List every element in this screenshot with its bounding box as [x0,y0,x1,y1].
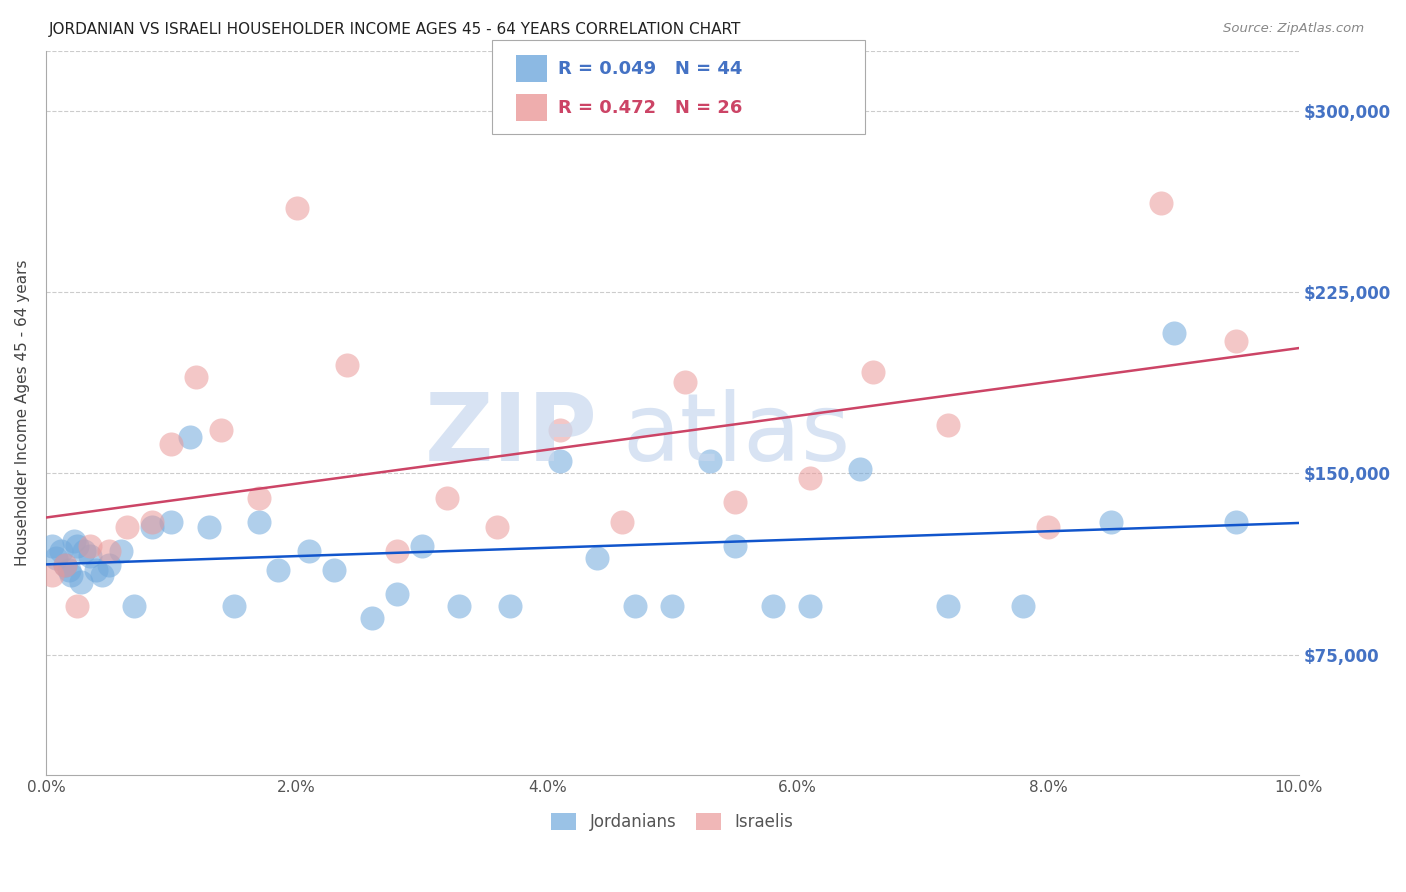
Point [936,599,959,614]
Point [84,563,107,577]
Point [298,543,321,558]
Legend: Jordanians, Israelis: Jordanians, Israelis [547,808,799,836]
Point [70,575,93,590]
Point [1225,515,1247,529]
Point [498,599,520,614]
Point [209,423,232,437]
Point [673,375,696,389]
Point [411,539,433,553]
Point [247,515,270,529]
Point [247,491,270,505]
Point [586,551,609,566]
Point [179,430,201,444]
Point [267,563,290,577]
Point [79,539,101,553]
Point [117,519,139,533]
Point [110,543,132,558]
Point [1150,195,1173,210]
Point [222,599,245,614]
Y-axis label: Householder Income Ages 45 - 64 years: Householder Income Ages 45 - 64 years [15,260,30,566]
Point [936,418,959,433]
Point [66,539,89,553]
Point [385,543,408,558]
Point [661,599,683,614]
Point [724,539,747,553]
Point [548,454,571,468]
Point [91,568,114,582]
Point [285,201,308,215]
Point [486,519,509,533]
Point [799,471,821,485]
Point [160,515,183,529]
Text: R = 0.472   N = 26: R = 0.472 N = 26 [558,99,742,117]
Point [762,599,785,614]
Point [612,515,634,529]
Point [62,534,84,549]
Text: R = 0.049   N = 44: R = 0.049 N = 44 [558,60,742,78]
Point [72,543,94,558]
Point [449,599,471,614]
Point [97,543,120,558]
Point [624,599,647,614]
Point [60,568,83,582]
Point [849,461,872,475]
Point [122,599,145,614]
Point [1038,519,1060,533]
Point [385,587,408,601]
Point [66,599,89,614]
Point [323,563,346,577]
Point [97,558,120,573]
Point [1225,334,1247,348]
Point [53,558,76,573]
Point [336,358,359,372]
Point [160,437,183,451]
Point [49,543,72,558]
Text: Source: ZipAtlas.com: Source: ZipAtlas.com [1223,22,1364,36]
Point [141,519,163,533]
Point [41,568,63,582]
Point [79,549,101,563]
Point [360,611,382,625]
Point [699,454,721,468]
Point [548,423,571,437]
Point [41,539,63,553]
Point [1099,515,1122,529]
Point [58,563,80,577]
Text: atlas: atlas [623,389,851,481]
Point [53,558,76,573]
Point [862,365,884,379]
Point [1163,326,1185,341]
Point [799,599,821,614]
Text: JORDANIAN VS ISRAELI HOUSEHOLDER INCOME AGES 45 - 64 YEARS CORRELATION CHART: JORDANIAN VS ISRAELI HOUSEHOLDER INCOME … [49,22,741,37]
Text: ZIP: ZIP [425,389,598,481]
Point [141,515,163,529]
Point [436,491,458,505]
Point [1012,599,1035,614]
Point [45,551,67,566]
Point [186,369,208,384]
Point [198,519,221,533]
Point [724,495,747,509]
